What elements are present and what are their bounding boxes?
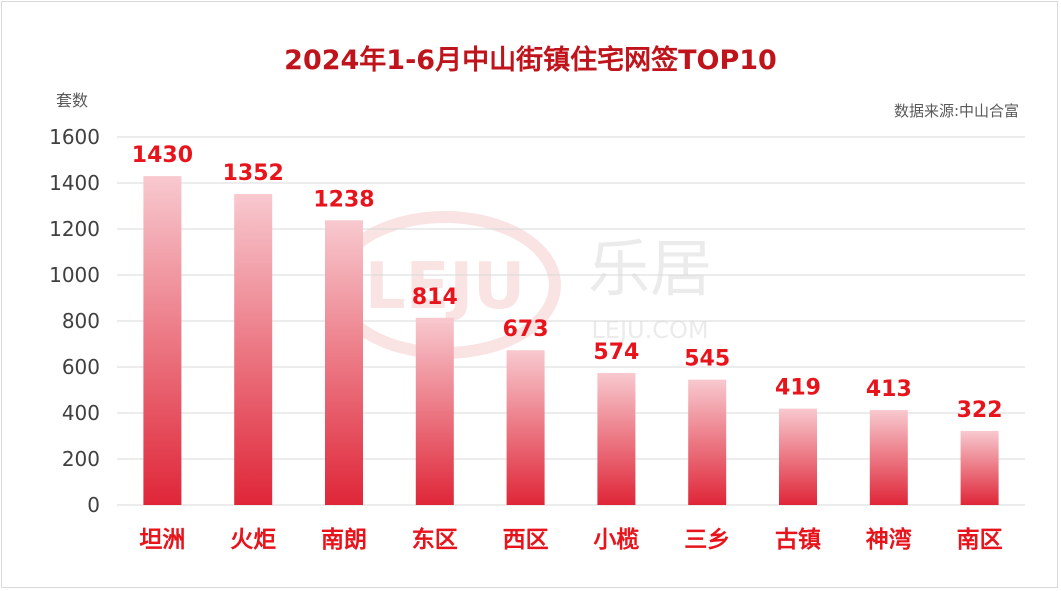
y-tick-label: 400 [62,401,100,425]
data-source-note: 数据来源:中山合富 [893,102,1019,120]
y-tick-label: 1200 [49,217,100,241]
bar [143,176,182,505]
x-category-label: 东区 [412,526,458,553]
bar [960,430,999,505]
bar [779,408,817,505]
x-category-label: 三乡 [684,527,730,553]
bar-value-label: 322 [957,398,1003,423]
x-category-label: 古镇 [775,526,821,553]
x-category-label: 南朗 [321,527,367,553]
bar [415,317,454,505]
bar [234,194,273,506]
y-tick-label: 1600 [49,125,100,149]
bar [506,350,545,505]
y-tick-label: 800 [62,309,100,333]
y-tick-label: 0 [87,493,100,517]
bar-value-label: 545 [684,347,730,372]
bar [325,220,363,505]
x-category-label: 坦洲 [139,527,185,553]
bar-value-label: 1352 [223,161,284,186]
bar [869,410,908,505]
bar [688,379,727,505]
bar-value-label: 814 [412,285,458,310]
bar-value-label: 574 [593,340,639,365]
x-category-label: 神湾 [866,526,912,553]
x-category-label: 火炬 [230,527,276,553]
bar [597,372,636,505]
bar-value-label: 413 [866,377,912,402]
bar-value-label: 1430 [132,143,193,168]
y-tick-label: 1400 [49,171,100,195]
y-axis-unit-label: 套数 [56,91,89,110]
y-tick-label: 600 [62,355,100,379]
y-tick-label: 1000 [49,263,100,287]
chart-title: 2024年1-6月中山街镇住宅网签TOP10 [284,45,777,76]
y-tick-label: 200 [62,447,100,471]
bar-value-label: 673 [503,317,549,342]
bar-value-label: 419 [775,376,821,401]
bar-value-label: 1238 [313,187,374,212]
x-category-label: 小榄 [593,527,639,553]
x-category-label: 南区 [957,527,1003,553]
x-category-label: 西区 [503,527,549,553]
